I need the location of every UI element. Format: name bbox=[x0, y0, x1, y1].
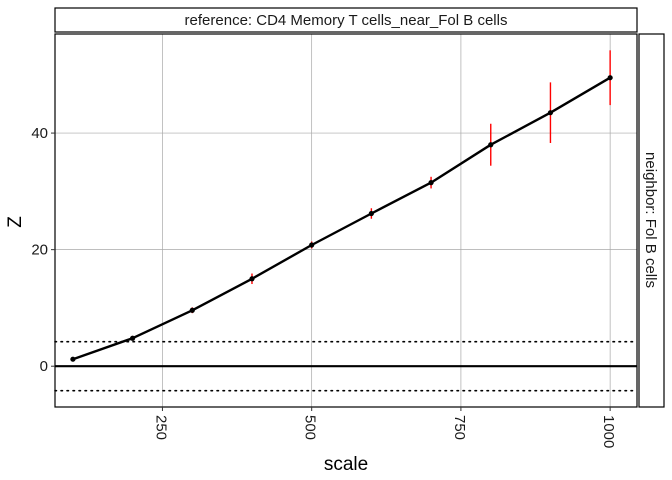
y-tick-label: 20 bbox=[31, 242, 48, 259]
facet-strip-right bbox=[638, 33, 665, 408]
y-axis-title: Z bbox=[5, 216, 26, 228]
y-axis-ticks: 0 20 40 bbox=[31, 125, 55, 375]
x-axis-ticks: 250 500 750 1000 bbox=[152, 407, 617, 448]
data-point bbox=[70, 356, 76, 362]
data-point bbox=[189, 307, 195, 313]
data-point bbox=[368, 210, 374, 217]
reference-lines bbox=[54, 340, 638, 392]
series-line bbox=[72, 76, 611, 361]
facet-strip-top bbox=[54, 7, 638, 33]
x-tick-label: 1000 bbox=[600, 415, 617, 448]
x-tick-label: 250 bbox=[152, 415, 169, 440]
data-points bbox=[70, 75, 613, 362]
facet-title-right: neighbor: Fol B cells bbox=[642, 152, 659, 288]
data-point bbox=[130, 335, 136, 341]
plot-panel bbox=[55, 34, 637, 407]
data-point bbox=[249, 276, 255, 282]
data-point bbox=[428, 180, 434, 186]
x-axis-title: scale bbox=[324, 454, 368, 475]
y-tick-label: 0 bbox=[40, 358, 48, 375]
data-point bbox=[488, 142, 494, 148]
data-point bbox=[607, 75, 613, 81]
data-point bbox=[309, 242, 315, 248]
y-tick-label: 40 bbox=[31, 125, 48, 142]
x-tick-label: 500 bbox=[302, 415, 319, 440]
x-tick-label: 750 bbox=[451, 415, 468, 440]
plot-panel-border bbox=[54, 33, 638, 408]
series-line-layer bbox=[72, 76, 611, 361]
facet-title-top: reference: CD4 Memory T cells_near_Fol B… bbox=[185, 12, 508, 29]
data-point bbox=[547, 110, 554, 116]
